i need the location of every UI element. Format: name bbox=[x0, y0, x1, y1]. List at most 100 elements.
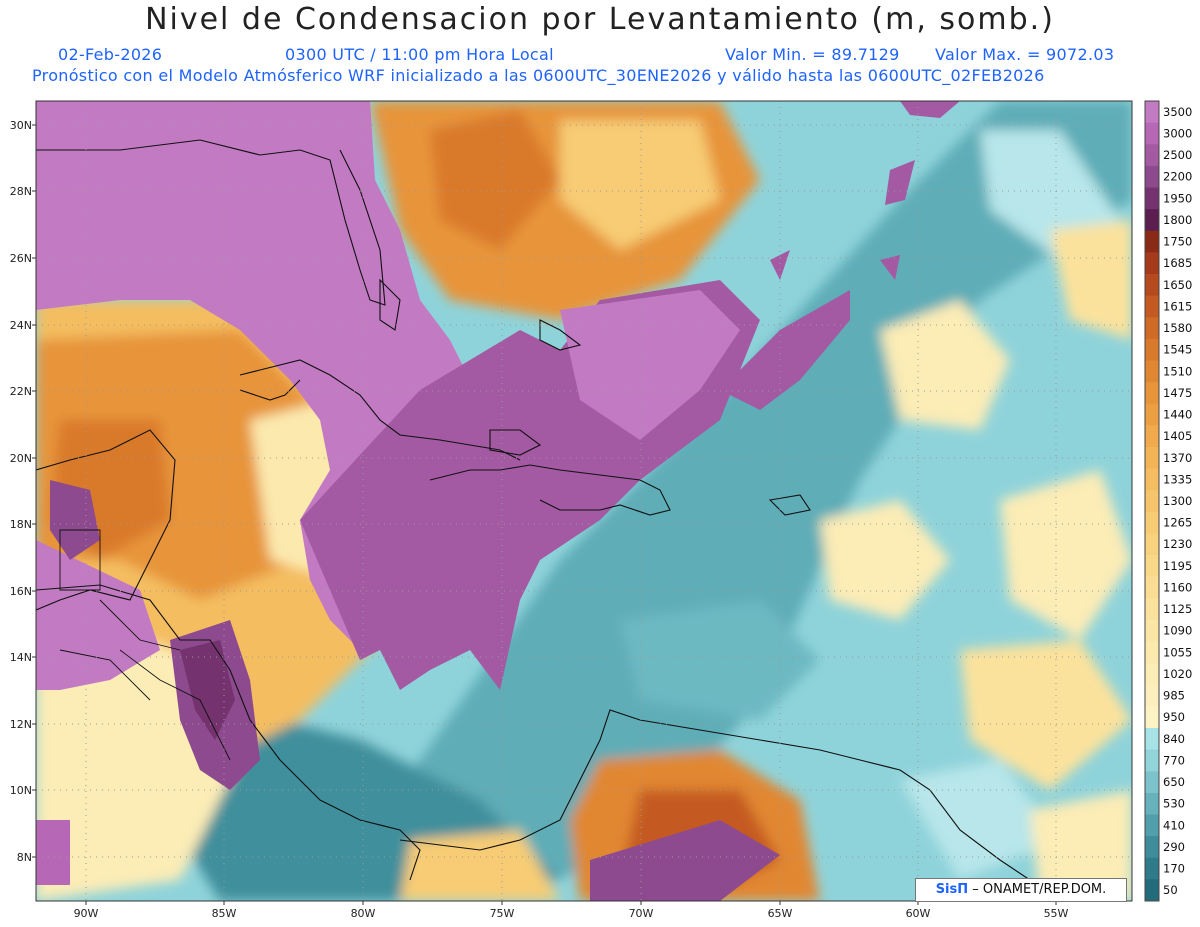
lon-tick-label: 70W bbox=[629, 907, 654, 920]
colorbar-swatch bbox=[1145, 619, 1159, 643]
colorbar-swatch bbox=[1145, 555, 1159, 578]
colorbar-label: 1230 bbox=[1163, 537, 1192, 551]
colorbar-label: 985 bbox=[1163, 689, 1185, 703]
colorbar-swatch bbox=[1145, 879, 1159, 902]
lat-tick-label: 8N bbox=[17, 851, 32, 864]
lat-tick-label: 22N bbox=[10, 385, 32, 398]
colorbar-label: 530 bbox=[1163, 797, 1185, 811]
latitude-axis: 30N 28N 26N 24N 22N 20N 18N 16N 14N 12N 10N 8N bbox=[10, 119, 36, 864]
colorbar-swatch bbox=[1145, 663, 1159, 686]
colorbar-swatch bbox=[1145, 468, 1159, 491]
lon-tick-label: 90W bbox=[74, 907, 99, 920]
colorbar: 3500 3000 2500 2200 1950 1800 1750 1685 1650 1615… bbox=[1144, 100, 1192, 902]
colorbar-label: 1125 bbox=[1163, 602, 1192, 616]
colorbar-swatch bbox=[1145, 230, 1159, 253]
graticule bbox=[36, 101, 1132, 901]
colorbar-swatch bbox=[1145, 771, 1159, 794]
colorbar-label: 770 bbox=[1163, 753, 1185, 767]
map-frame bbox=[35, 100, 1133, 902]
colorbar-swatch bbox=[1145, 403, 1159, 426]
colorbar-label: 950 bbox=[1163, 710, 1185, 724]
colorbar-label: 50 bbox=[1163, 883, 1178, 897]
colorbar-label: 650 bbox=[1163, 775, 1185, 789]
colorbar-swatch bbox=[1145, 533, 1159, 556]
lat-tick-label: 10N bbox=[10, 784, 32, 797]
colorbar-swatch bbox=[1145, 511, 1159, 534]
colorbar-swatch bbox=[1145, 360, 1159, 383]
colorbar-label: 1475 bbox=[1163, 386, 1192, 400]
colorbar-swatch bbox=[1145, 122, 1159, 145]
lat-tick-label: 26N bbox=[10, 252, 32, 265]
colorbar-frame bbox=[1144, 100, 1160, 902]
high-lcl-regions bbox=[36, 101, 960, 901]
colorbar-label: 1195 bbox=[1163, 559, 1192, 573]
lat-tick-label: 12N bbox=[10, 718, 32, 731]
lon-tick-label: 75W bbox=[490, 907, 515, 920]
credit-text: – ONAMET/REP.DOM. bbox=[972, 882, 1107, 897]
colorbar-swatch bbox=[1145, 857, 1159, 880]
forecast-date: 02-Feb-2026 bbox=[58, 45, 163, 64]
colorbar-swatch bbox=[1145, 209, 1159, 232]
colorbar-swatch bbox=[1145, 749, 1159, 772]
colorbar-swatch bbox=[1145, 576, 1159, 599]
coastlines bbox=[36, 139, 1061, 901]
colorbar-label: 1300 bbox=[1163, 494, 1192, 508]
colorbar-label: 410 bbox=[1163, 818, 1185, 832]
colorbar-label: 1090 bbox=[1163, 624, 1192, 638]
longitude-axis: 90W 85W 80W 75W 70W 65W 60W 55W bbox=[74, 901, 1069, 920]
lon-tick-label: 55W bbox=[1044, 907, 1069, 920]
colorbar-label: 2500 bbox=[1163, 148, 1192, 162]
colorbar-label: 3000 bbox=[1163, 126, 1192, 140]
colorbar-swatch bbox=[1145, 338, 1159, 361]
colorbar-label: 1370 bbox=[1163, 451, 1192, 465]
value-min: Valor Min. = 89.7129 bbox=[725, 45, 900, 64]
colorbar-label: 2200 bbox=[1163, 170, 1192, 184]
colorbar-label: 1800 bbox=[1163, 213, 1192, 227]
country-borders bbox=[59, 529, 231, 761]
colorbar-label: 1950 bbox=[1163, 191, 1192, 205]
colorbar-swatch bbox=[1145, 814, 1159, 837]
lon-tick-label: 65W bbox=[768, 907, 793, 920]
colorbar-swatch bbox=[1145, 165, 1159, 188]
colorbar-label: 1440 bbox=[1163, 408, 1192, 422]
colorbar-label: 1545 bbox=[1163, 343, 1192, 357]
colorbar-swatch bbox=[1145, 641, 1159, 664]
colorbar-label: 1580 bbox=[1163, 321, 1192, 335]
colorbar-label: 1685 bbox=[1163, 256, 1192, 270]
colorbar-label: 1020 bbox=[1163, 667, 1192, 681]
colorbar-label: 3500 bbox=[1163, 105, 1192, 119]
colorbar-swatch bbox=[1145, 425, 1159, 448]
lon-tick-label: 60W bbox=[906, 907, 931, 920]
page-title: Nivel de Condensacion por Levantamiento … bbox=[145, 2, 1055, 37]
colorbar-label: 1405 bbox=[1163, 429, 1192, 443]
colorbar-label: 170 bbox=[1163, 862, 1185, 876]
colorbar-label: 1650 bbox=[1163, 278, 1192, 292]
colorbar-swatch bbox=[1145, 144, 1159, 167]
colorbar-label: 1335 bbox=[1163, 472, 1192, 486]
colorbar-swatch bbox=[1145, 706, 1159, 729]
sisp-logo: SisΠ bbox=[935, 882, 969, 897]
colorbar-label: 290 bbox=[1163, 840, 1185, 854]
colorbar-label: 1615 bbox=[1163, 299, 1192, 313]
colorbar-swatch bbox=[1145, 684, 1159, 707]
lon-tick-label: 80W bbox=[351, 907, 376, 920]
lat-tick-label: 14N bbox=[10, 651, 32, 664]
lon-tick-label: 85W bbox=[212, 907, 237, 920]
colorbar-label: 1160 bbox=[1163, 580, 1192, 594]
colorbar-swatch bbox=[1145, 382, 1159, 405]
colorbar-swatch bbox=[1145, 598, 1159, 621]
lat-tick-label: 16N bbox=[10, 585, 32, 598]
lcl-shaded-field bbox=[36, 101, 1132, 901]
colorbar-swatch bbox=[1145, 446, 1159, 470]
value-max: Valor Max. = 9072.03 bbox=[935, 45, 1115, 64]
credit-box: SisΠ – ONAMET/REP.DOM. bbox=[915, 878, 1127, 902]
colorbar-swatch bbox=[1145, 836, 1159, 859]
lat-tick-label: 24N bbox=[10, 319, 32, 332]
colorbar-swatch bbox=[1145, 273, 1159, 297]
colorbar-swatch bbox=[1145, 295, 1159, 318]
colorbar-swatch bbox=[1145, 490, 1159, 513]
colorbar-swatch bbox=[1145, 792, 1159, 816]
colorbar-swatch bbox=[1145, 728, 1159, 751]
colorbar-label: 1510 bbox=[1163, 364, 1192, 378]
